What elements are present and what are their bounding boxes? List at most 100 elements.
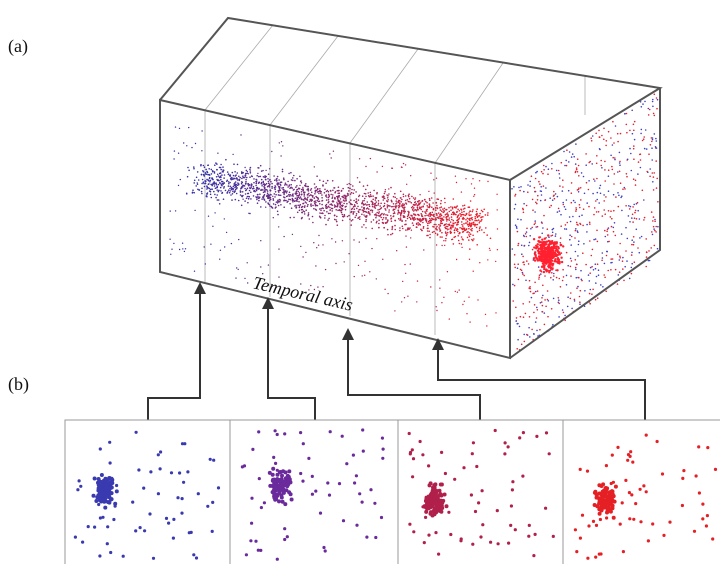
- point: [256, 197, 258, 199]
- point: [611, 262, 613, 264]
- point: [192, 553, 195, 556]
- point: [435, 207, 437, 209]
- point: [93, 477, 97, 481]
- point: [542, 311, 544, 313]
- point: [541, 194, 543, 196]
- point: [410, 175, 411, 176]
- point: [405, 273, 406, 274]
- point: [535, 202, 537, 204]
- point: [697, 445, 700, 448]
- point: [322, 244, 323, 245]
- point: [261, 198, 263, 200]
- point: [523, 334, 525, 336]
- point: [265, 207, 266, 208]
- point: [201, 191, 203, 193]
- point: [308, 195, 310, 197]
- point: [310, 194, 312, 196]
- point: [591, 140, 593, 142]
- panel: [241, 428, 385, 560]
- point: [615, 125, 617, 127]
- point: [302, 188, 304, 190]
- point: [439, 502, 443, 506]
- point: [381, 437, 384, 440]
- point: [273, 199, 275, 201]
- point: [244, 278, 245, 279]
- point: [646, 148, 648, 150]
- point: [629, 450, 632, 453]
- point: [557, 211, 559, 213]
- point: [203, 174, 205, 176]
- point: [450, 209, 452, 211]
- point: [656, 440, 659, 443]
- point: [428, 191, 429, 192]
- point: [477, 224, 479, 226]
- point: [338, 201, 340, 203]
- point: [436, 244, 437, 245]
- point: [614, 173, 616, 175]
- point: [581, 514, 584, 517]
- point: [195, 143, 196, 144]
- point: [194, 180, 196, 182]
- point: [573, 200, 575, 202]
- point: [479, 221, 481, 223]
- point: [440, 483, 444, 487]
- point: [375, 197, 377, 199]
- point: [395, 207, 397, 209]
- point: [221, 184, 223, 186]
- point: [531, 297, 533, 299]
- point: [314, 490, 317, 493]
- point: [250, 497, 253, 500]
- point: [457, 292, 458, 293]
- point: [706, 446, 709, 449]
- point: [304, 213, 306, 215]
- point: [521, 253, 523, 255]
- point: [466, 228, 468, 230]
- point: [278, 182, 280, 184]
- point: [440, 506, 444, 510]
- point: [655, 138, 657, 140]
- point: [614, 485, 618, 489]
- point: [152, 557, 155, 560]
- point: [532, 249, 534, 251]
- point: [470, 233, 472, 235]
- point: [537, 243, 539, 245]
- point: [292, 193, 294, 195]
- point: [311, 493, 314, 496]
- point: [325, 224, 327, 226]
- point: [525, 280, 527, 282]
- point: [178, 153, 179, 154]
- point: [393, 203, 395, 205]
- point: [580, 290, 582, 292]
- point: [274, 196, 276, 198]
- point: [409, 451, 412, 454]
- point: [512, 248, 514, 250]
- point: [432, 483, 436, 487]
- point: [407, 227, 409, 229]
- point: [219, 173, 221, 175]
- point: [581, 279, 583, 281]
- point: [271, 151, 272, 152]
- point: [363, 200, 365, 202]
- point: [217, 153, 218, 154]
- point: [497, 228, 498, 229]
- point: [562, 245, 564, 247]
- point: [632, 518, 635, 521]
- point: [434, 224, 436, 226]
- point: [646, 252, 648, 254]
- point: [231, 243, 232, 244]
- point: [627, 238, 629, 240]
- point: [297, 189, 299, 191]
- point: [392, 206, 394, 208]
- point: [436, 227, 437, 228]
- point: [538, 181, 540, 183]
- point: [619, 243, 621, 245]
- point: [453, 223, 455, 225]
- point: [632, 214, 634, 216]
- point: [312, 205, 314, 207]
- point: [289, 192, 291, 194]
- point: [314, 190, 316, 192]
- point: [603, 209, 605, 211]
- point: [519, 190, 521, 192]
- point: [516, 317, 518, 319]
- point: [629, 130, 631, 132]
